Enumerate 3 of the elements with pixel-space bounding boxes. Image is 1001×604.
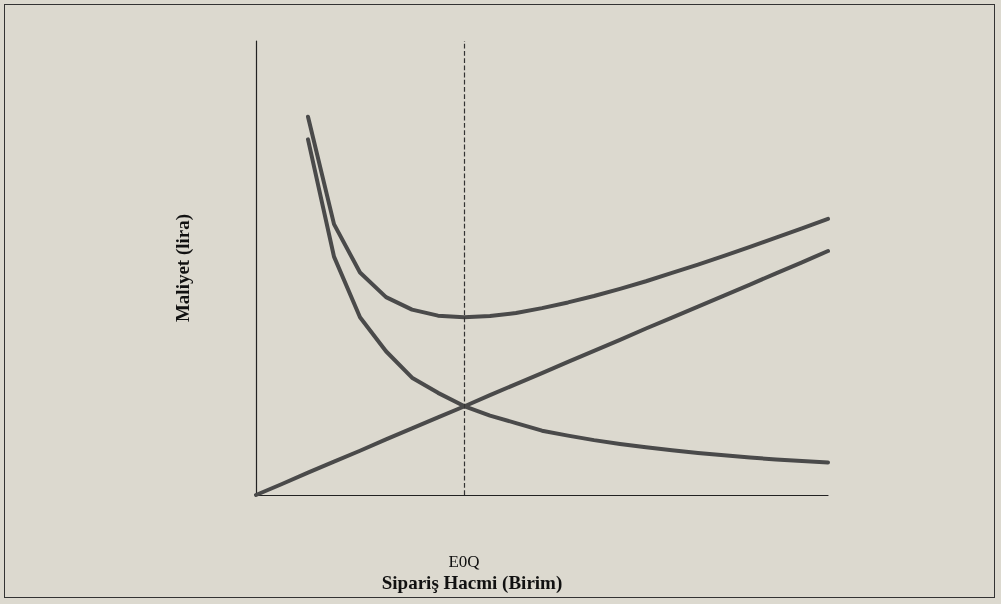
y-axis-title: Maliyet (lira) [172, 213, 194, 323]
text: E0Q [448, 552, 480, 571]
x-axis-title: Sipariş Hacmi (Birim) [381, 572, 563, 594]
